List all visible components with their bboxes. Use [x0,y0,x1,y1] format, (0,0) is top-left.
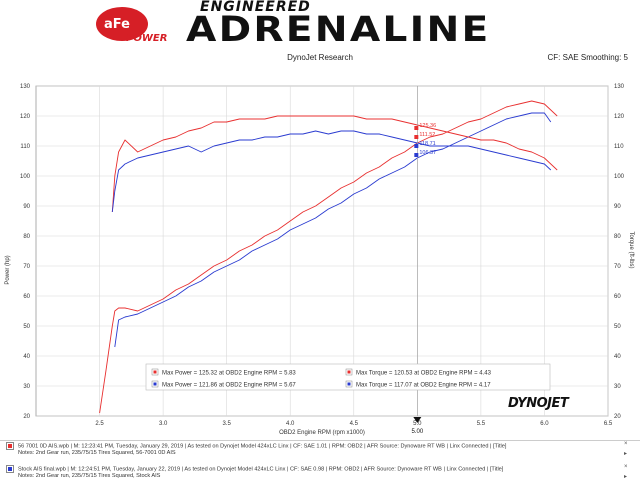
svg-text:POWER: POWER [126,33,167,44]
x-tick-label: 2.5 [95,421,104,427]
y2-tick-label: 70 [614,264,621,270]
run2-notes: Notes: 2nd Gear run, 235/75/15 Tires Squ… [18,473,161,479]
run2-swatch[interactable] [6,465,14,473]
x-tick-label: 4.5 [350,421,359,427]
y2-tick-label: 60 [614,294,621,300]
y2-tick-label: 50 [614,324,621,330]
cursor-value: 106.37 [419,150,436,156]
y-tick-labels: 20 30 40 50 60 70 80 90 100 110 120 130 [20,84,31,420]
series-line-torque_run1 [111,115,558,213]
brand-tagline-main: ADRENALINE [186,10,491,50]
series-line-torque_run2 [111,130,552,213]
series-lines [99,100,558,414]
run1-close-icon[interactable]: × [624,441,628,447]
y2-tick-label: 100 [614,174,625,180]
x-axis-label: OBD2 Engine RPM (rpm x1000) [279,430,365,436]
run1-expand-icon[interactable]: ▸ [624,451,628,457]
legend-swatch [153,382,157,386]
y-tick-label: 40 [23,354,30,360]
legend-swatch [347,370,351,374]
svg-text:aFe: aFe [104,17,130,32]
y-tick-label: 130 [20,84,31,90]
x-tick-label: 3.0 [159,421,168,427]
y-tick-label: 120 [20,114,31,120]
y2-tick-label: 80 [614,234,621,240]
x-tick-label: 3.5 [222,421,231,427]
y-tick-label: 100 [20,174,31,180]
run1-swatch[interactable] [6,442,14,450]
series-line-power_run1 [99,100,558,414]
legend-entry: Max Power = 121.86 at OBD2 Engine RPM = … [162,383,296,389]
y-tick-label: 50 [23,324,30,330]
y2-tick-label: 30 [614,384,621,390]
x-tick-label: 6.0 [540,421,549,427]
plot-area [35,85,609,417]
y-tick-label: 30 [23,384,30,390]
brand-tagline-top: ENGINEERED [200,0,311,15]
y-tick-label: 60 [23,294,30,300]
run2-details: Stock AIS final.wpb | M: 12:24:51 PM, Tu… [18,466,504,473]
cursor-point [414,126,419,130]
cursor-value: 125.36 [419,123,436,129]
run1-notes: Notes: 2nd Gear run, 235/75/15 Tires Squ… [18,450,176,456]
run2-info-row[interactable]: Stock AIS final.wpb | M: 12:24:51 PM, Tu… [6,465,503,473]
y2-tick-label: 90 [614,204,621,210]
y2-tick-label: 120 [614,114,625,120]
cursor-value: 118.71 [419,141,435,147]
cursor-value: 111.52 [419,132,435,138]
report-header: aFe POWER ENGINEERED ADRENALINE [0,0,640,56]
dynojet-logo: DYNOJET [508,396,569,411]
cursor-marker [413,417,422,423]
y2-tick-label: 20 [614,414,621,420]
cursor-point [414,135,419,139]
run2-expand-icon[interactable]: ▸ [624,474,628,480]
y2-tick-label: 110 [614,144,624,150]
legend-swatch [153,370,157,374]
dyno-chart: 20 30 40 50 60 70 80 90 100 110 120 130 20 30 40 50 60 7… [5,84,634,436]
y2-axis-label: Torque (ft-lbs) [628,231,634,268]
footer-separator [0,440,640,441]
y2-tick-label: 40 [614,354,621,360]
x-tick-label: 6.5 [604,421,613,427]
run1-details: 56 7001 0D AIS.wpb | M: 12:23:41 PM, Tue… [18,443,507,450]
y2-tick-labels: 20 30 40 50 60 70 80 90 100 110 120 130 [614,84,625,420]
x-tick-label: 5.5 [477,421,486,427]
afe-power-logo: aFe POWER [96,7,167,44]
y-axis-label: Power (hp) [5,255,11,284]
legend-entry: Max Torque = 120.53 at OBD2 Engine RPM =… [356,371,492,377]
dynojet-text: DYNOJET [508,396,569,411]
x-tick-label: 5.0 [413,421,422,427]
y2-tick-label: 130 [614,84,625,90]
cursor-point [414,144,419,148]
x-tick-label: 4.0 [286,421,295,427]
x-tick-labels: 2.5 3.0 3.5 4.0 4.5 5.0 5.5 6.0 6.5 [95,421,612,427]
run1-info-row[interactable]: 56 7001 0D AIS.wpb | M: 12:23:41 PM, Tue… [6,442,506,450]
y-tick-label: 70 [23,264,30,270]
cursor-value-label: 5.00 [411,429,423,435]
y-tick-label: 20 [23,414,30,420]
y-tick-label: 110 [20,144,30,150]
cursor-point [414,153,419,157]
legend-swatch [347,382,351,386]
correction-factor-label: CF: SAE Smoothing: 5 [547,53,628,62]
cursor-layer: 5.00 125.36 111.52 118.71 106.37 [411,86,436,435]
run2-close-icon[interactable]: × [624,464,628,470]
legend-entry: Max Torque = 117.07 at OBD2 Engine RPM =… [356,383,491,389]
y-tick-label: 80 [23,234,30,240]
series-line-power_run2 [114,112,552,348]
legend-entry: Max Power = 125.32 at OBD2 Engine RPM = … [162,371,296,377]
legend-box: Max Power = 125.32 at OBD2 Engine RPM = … [145,363,551,391]
y-tick-label: 90 [23,204,30,210]
chart-subtitle: DynoJet Research [287,53,353,62]
